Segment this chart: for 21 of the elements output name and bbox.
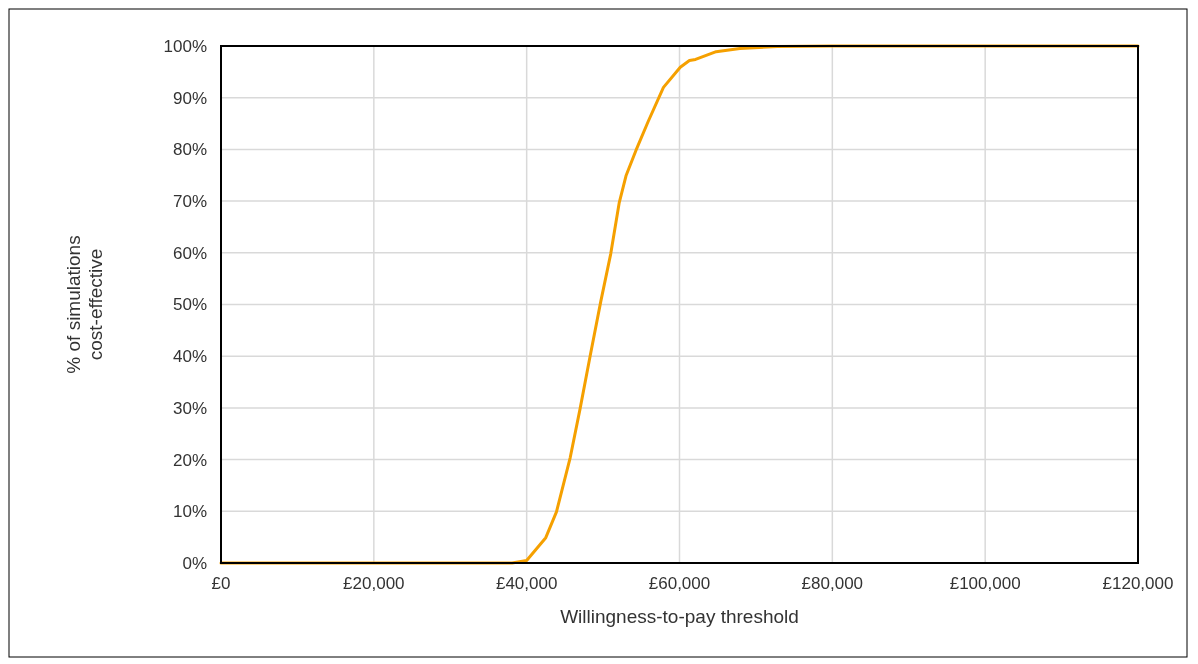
y-tick-label: 40% [172, 347, 207, 367]
x-axis-title: Willingness-to-pay threshold [560, 606, 799, 627]
y-tick-label: 50% [172, 295, 207, 315]
y-tick-label: 10% [172, 502, 207, 522]
y-tick-label: 80% [172, 140, 207, 160]
x-tick-label: £0 [211, 574, 231, 593]
line-series [219, 44, 1140, 565]
x-tick-label: £80,000 [801, 574, 864, 593]
x-tick-label: £60,000 [648, 574, 711, 593]
y-axis-title: % of simulations cost-effective [62, 235, 107, 374]
y-tick-label: 0% [182, 553, 207, 573]
y-tick-label: 90% [172, 88, 207, 108]
y-tick-label: 70% [172, 192, 207, 212]
y-tick-label: 100% [163, 36, 207, 56]
y-tick-label: 60% [172, 243, 207, 263]
x-tick-label: £100,000 [949, 574, 1021, 593]
y-tick-label: 30% [172, 398, 207, 418]
x-tick-label: £120,000 [1102, 574, 1174, 593]
x-tick-label: £20,000 [343, 574, 405, 593]
x-tick-label: £40,000 [495, 574, 558, 593]
y-tick-label: 20% [172, 450, 207, 470]
